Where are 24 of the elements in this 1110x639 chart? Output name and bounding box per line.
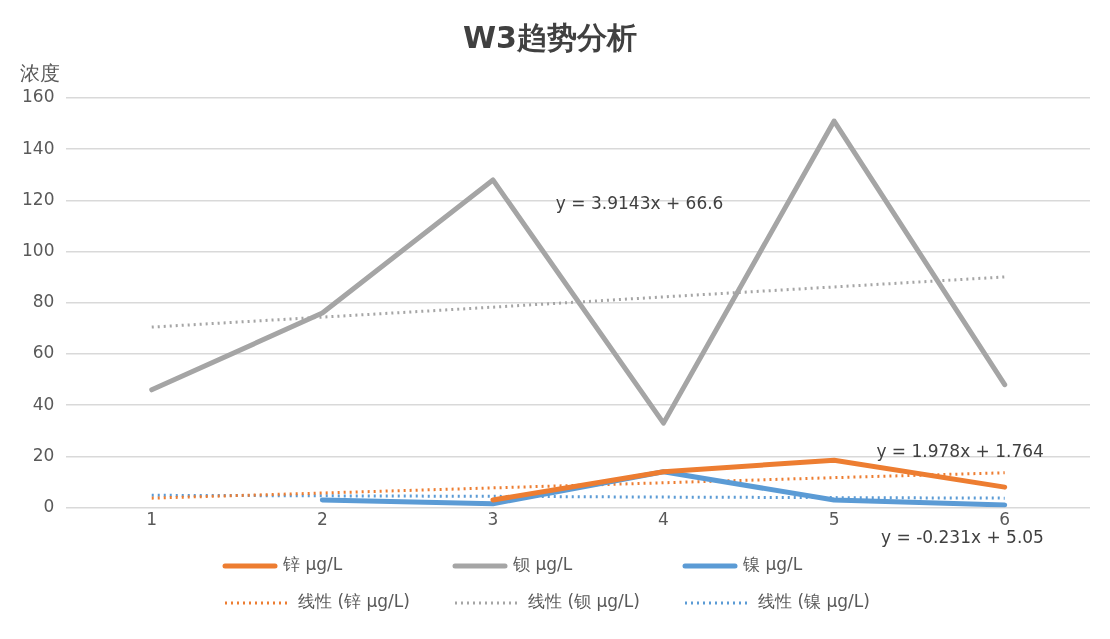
y-tick-label: 100 xyxy=(21,240,55,261)
y-tick-label: 140 xyxy=(21,137,55,158)
y-tick-label: 0 xyxy=(43,496,55,517)
y-tick-label: 160 xyxy=(21,86,55,107)
legend-label: 镍 μg/L xyxy=(742,554,803,575)
x-tick-label: 1 xyxy=(146,509,158,530)
legend-label: 钡 μg/L xyxy=(512,554,573,575)
annotation: y = 3.9143x + 66.6 xyxy=(555,192,724,213)
legend-label: 锌 μg/L xyxy=(282,554,343,575)
x-tick-label: 2 xyxy=(316,509,328,530)
y-tick-label: 60 xyxy=(32,342,55,363)
chart-title: W3趋势分析 xyxy=(463,19,637,55)
y-tick-label: 120 xyxy=(21,188,55,209)
y-tick-label: 40 xyxy=(32,393,55,414)
x-tick-label: 3 xyxy=(487,509,499,530)
legend-label: 线性 (钡 μg/L) xyxy=(528,591,640,612)
legend-label: 线性 (镍 μg/L) xyxy=(758,591,870,612)
x-tick-label: 5 xyxy=(828,509,840,530)
y-axis-title: 浓度 xyxy=(20,61,60,86)
x-tick-label: 4 xyxy=(658,509,669,530)
legend-label: 线性 (锌 μg/L) xyxy=(298,591,410,612)
y-tick-label: 20 xyxy=(32,444,55,465)
y-tick-label: 80 xyxy=(32,291,55,312)
annotation: y = 1.978x + 1.764 xyxy=(876,440,1044,461)
